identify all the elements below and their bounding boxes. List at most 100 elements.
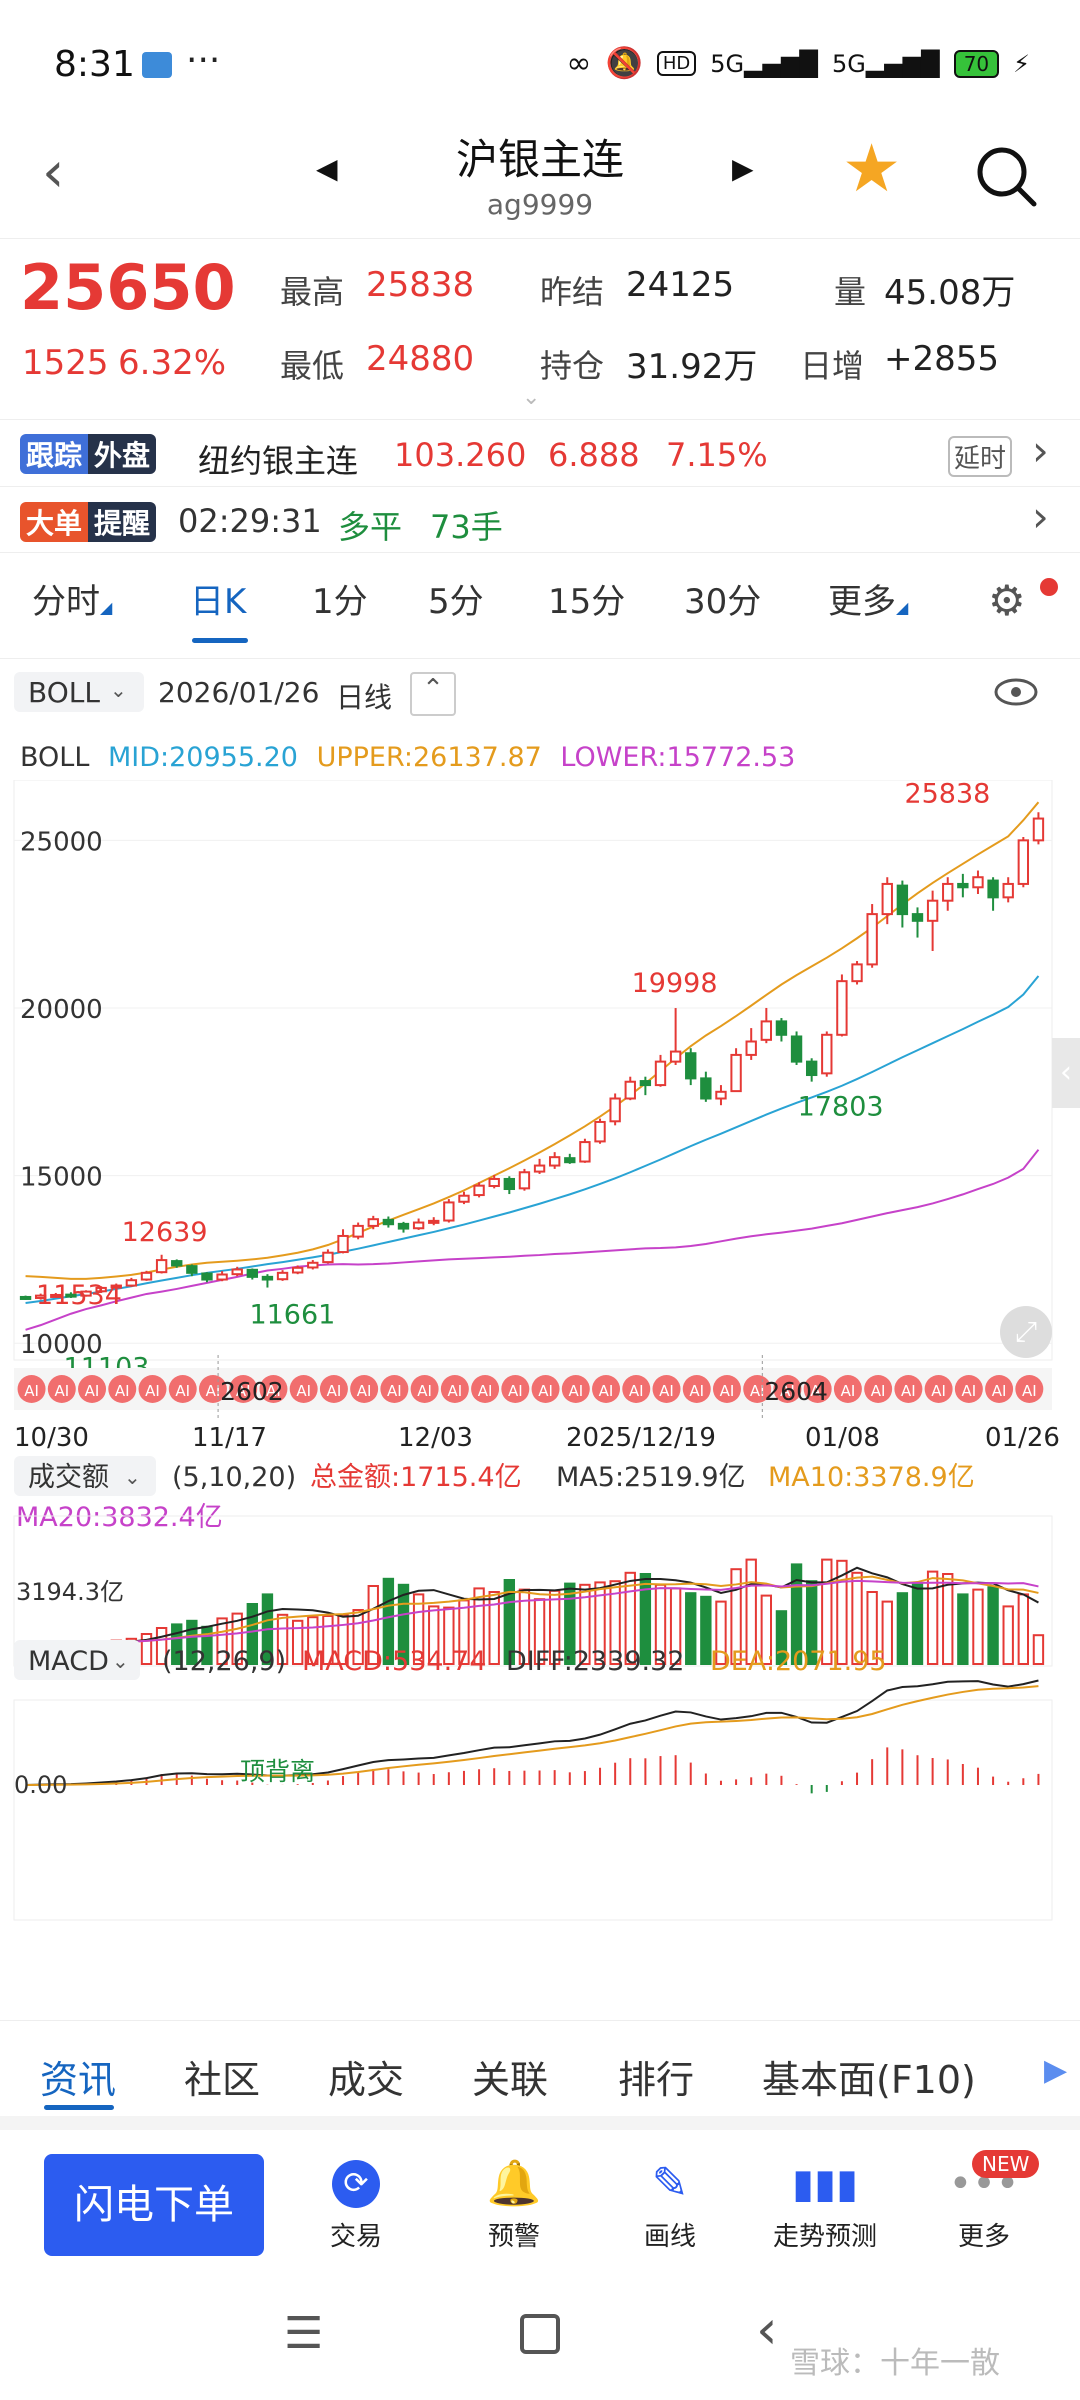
volume-bar	[957, 1593, 969, 1666]
low-value: 24880	[366, 339, 475, 379]
tab-community[interactable]: 社区	[184, 2058, 261, 2102]
draw-line-button[interactable]: ✎ 画线	[630, 2160, 710, 2253]
eye-icon[interactable]	[992, 674, 1040, 710]
alert-type: 多平	[338, 508, 403, 546]
indicator-select[interactable]: BOLL ⌄	[14, 672, 144, 712]
ai-signal-icon: AI	[198, 1375, 227, 1403]
chevron-right-icon[interactable]: ›	[1032, 426, 1049, 475]
side-drawer-handle[interactable]: ‹	[1052, 1038, 1080, 1108]
trend-forecast-button[interactable]: ▮▮▮ 走势预测	[760, 2160, 890, 2253]
candle	[50, 1292, 62, 1298]
volume-total: 总金额:1715.4亿	[310, 1462, 522, 1493]
svg-text:AI: AI	[992, 1382, 1007, 1400]
tab-ranking[interactable]: 排行	[618, 2058, 695, 2102]
trade-button[interactable]: ⟳ 交易	[316, 2160, 396, 2253]
price-change-pct: 6.32%	[118, 343, 227, 383]
candle	[261, 1274, 274, 1288]
chart-date: 2026/01/26	[158, 676, 320, 709]
favorite-star-icon[interactable]: ★	[842, 130, 902, 207]
boll-mid: MID:20955.20	[107, 742, 298, 773]
search-icon[interactable]	[974, 144, 1038, 208]
volume-bar	[291, 1619, 304, 1665]
dropdown-chevron-icon: ⌄	[124, 1465, 141, 1489]
delay-badge: 延时	[948, 436, 1013, 477]
menu-icon[interactable]: ☰	[284, 2308, 324, 2359]
big-order-row[interactable]: 大单 提醒 02:29:31 多平 73手 ›	[0, 488, 1080, 553]
next-contract-icon[interactable]: ▶	[732, 152, 754, 185]
flash-order-button[interactable]: 闪电下单	[44, 2154, 264, 2256]
tab-5min[interactable]: 5分	[428, 582, 484, 622]
boll-mid-line	[25, 975, 1040, 1304]
new-badge: NEW	[972, 2150, 1040, 2178]
tab-30min[interactable]: 30分	[684, 582, 762, 622]
bar-chart-icon: ▮▮▮	[791, 2161, 859, 2207]
candle	[926, 890, 939, 951]
volume-label: 量	[834, 273, 867, 311]
volume-bar	[639, 1573, 652, 1665]
page-title: 沪银主连	[455, 135, 624, 184]
svg-text:AI: AI	[689, 1382, 704, 1400]
ai-signal-icon: AI	[319, 1375, 348, 1403]
tab-15min[interactable]: 15分	[548, 582, 626, 622]
ai-signal-icon: AI	[833, 1375, 862, 1403]
candle	[503, 1176, 516, 1195]
tab-news[interactable]: 资讯	[40, 2058, 117, 2102]
candle	[276, 1270, 289, 1281]
candle	[896, 880, 909, 928]
foreign-name: 纽约银主连	[198, 442, 359, 480]
tab-related[interactable]: 关联	[472, 2058, 549, 2102]
volume-ma10-line	[25, 1575, 1039, 1644]
collapse-toggle-icon[interactable]: ⌃	[410, 672, 456, 716]
macd-params: (12,26,9)	[162, 1646, 286, 1677]
dropdown-chevron-icon: ⌄	[112, 1649, 129, 1673]
tab-fundamentals[interactable]: 基本面(F10)	[762, 2058, 976, 2102]
y-tick-label: 10000	[20, 1330, 103, 1360]
candle	[171, 1259, 183, 1268]
ai-signal-icon: AI	[561, 1375, 590, 1403]
volume-ma20-line	[25, 1579, 1039, 1644]
volume-bar	[866, 1591, 878, 1665]
tabs-scroll-right-icon[interactable]: ▶	[1044, 2053, 1068, 2088]
tab-daily-k[interactable]: 日K	[190, 582, 247, 622]
expand-chevron-icon[interactable]: ⌄	[522, 385, 541, 410]
svg-text:AI: AI	[1022, 1382, 1037, 1400]
more-dots-icon: ···	[186, 40, 221, 81]
fullscreen-icon[interactable]: ⤢	[1000, 1306, 1052, 1358]
candle	[745, 1028, 757, 1060]
tab-1min[interactable]: 1分	[312, 582, 368, 622]
svg-text:AI: AI	[931, 1382, 946, 1400]
candle	[700, 1071, 712, 1102]
dropdown-chevron-icon: ⌄	[110, 678, 127, 702]
tab-trades[interactable]: 成交	[328, 2058, 405, 2102]
home-icon[interactable]	[520, 2314, 560, 2354]
gear-icon[interactable]: ⚙	[988, 576, 1026, 625]
price-annotation: 12639	[122, 1217, 208, 1248]
volume-bar	[745, 1558, 757, 1665]
tab-more[interactable]: 更多◢	[828, 582, 909, 622]
volume-bar	[322, 1615, 334, 1665]
ai-signal-icon: AI	[47, 1375, 76, 1403]
back-icon[interactable]: ‹	[42, 140, 65, 205]
alert-button[interactable]: 🔔 预警	[474, 2160, 554, 2253]
alert-tag: 大单 提醒	[20, 502, 157, 542]
boll-lower-line	[25, 1149, 1040, 1331]
ai-signal-icon: AI	[954, 1375, 983, 1403]
price-annotation: 19998	[632, 968, 718, 999]
notification-icon	[142, 52, 172, 78]
nav-back-icon[interactable]: ‹	[756, 2298, 778, 2361]
volume-bar	[1002, 1605, 1014, 1666]
svg-text:AI: AI	[327, 1382, 342, 1400]
volume-bar	[609, 1580, 621, 1666]
volume-bar	[790, 1563, 803, 1666]
svg-text:AI: AI	[810, 1382, 825, 1400]
macd-indicator-select	[14, 1640, 140, 1680]
foreign-market-row[interactable]: 跟踪 外盘 纽约银主连 103.260 6.888 7.15% 延时 ›	[0, 420, 1080, 487]
svg-text:AI: AI	[175, 1382, 190, 1400]
prev-contract-icon[interactable]: ◀	[316, 152, 338, 185]
tab-timeshare[interactable]: 分时◢	[32, 582, 113, 622]
chevron-right-icon-2[interactable]: ›	[1032, 492, 1049, 541]
svg-text:AI: AI	[115, 1382, 130, 1400]
ai-signal-icon: AI	[350, 1375, 379, 1403]
volume-value: 45.08万	[884, 273, 1016, 313]
